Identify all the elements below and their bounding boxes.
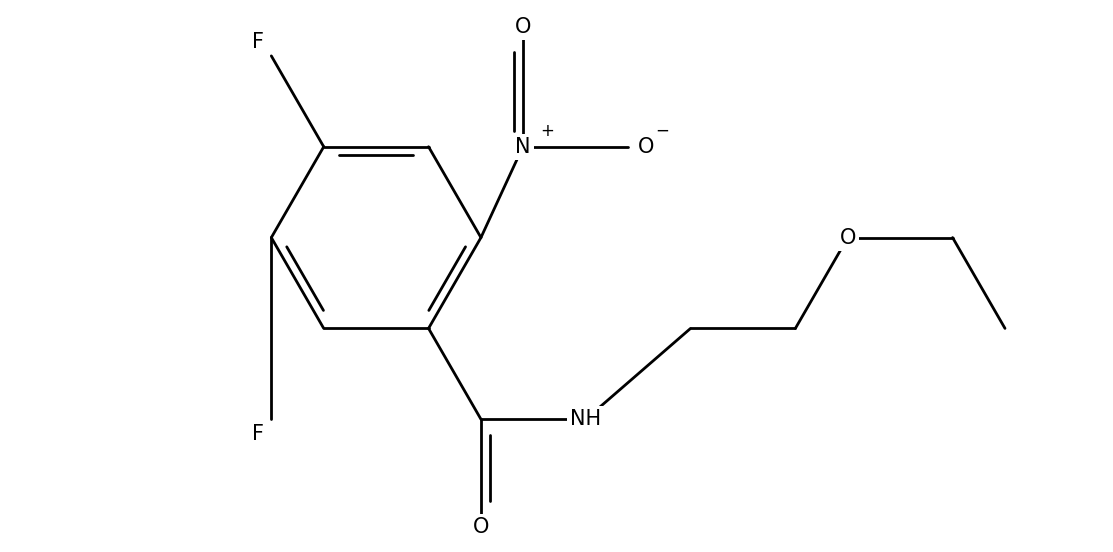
Text: O: O: [473, 517, 489, 537]
Text: N: N: [515, 137, 531, 157]
Text: O: O: [638, 137, 654, 157]
Text: −: −: [656, 122, 670, 140]
Text: F: F: [253, 31, 264, 51]
Text: O: O: [839, 227, 856, 247]
Text: +: +: [541, 122, 554, 140]
Text: NH: NH: [570, 409, 601, 429]
Text: F: F: [253, 423, 264, 444]
Text: O: O: [514, 17, 531, 36]
